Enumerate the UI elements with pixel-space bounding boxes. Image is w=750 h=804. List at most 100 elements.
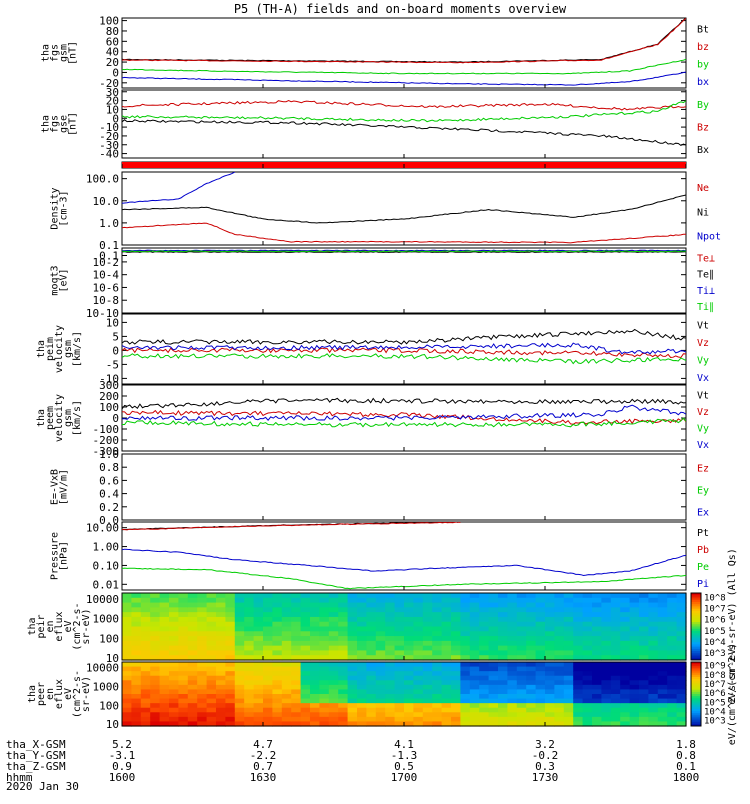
colorbar-step bbox=[691, 606, 701, 610]
heatmap-cell bbox=[441, 703, 452, 709]
heatmap-cell bbox=[422, 707, 433, 713]
heatmap-cell bbox=[573, 707, 584, 713]
heatmap-cell bbox=[469, 698, 480, 704]
heatmap-cell bbox=[319, 675, 330, 681]
heatmap-cell bbox=[375, 666, 386, 672]
x-axis-block: 2020 Jan 30 tha_X-GSM 5.2 4.7 4.1 3.2 1.8tha_… bbox=[6, 84, 699, 793]
heatmap-cell bbox=[206, 607, 217, 613]
heatmap-cell bbox=[451, 626, 461, 632]
heatmap-cell bbox=[507, 626, 518, 632]
heatmap-cell bbox=[310, 597, 320, 604]
heatmap-cell bbox=[535, 721, 546, 727]
heatmap-cell bbox=[620, 640, 631, 647]
heatmap-cell bbox=[413, 636, 424, 642]
heatmap-cell bbox=[281, 712, 292, 718]
heatmap-cell bbox=[319, 712, 330, 718]
colorbar-step bbox=[691, 642, 701, 645]
heatmap-cell bbox=[667, 616, 678, 623]
heatmap-cell bbox=[178, 684, 189, 691]
y-axis-label: tha bbox=[41, 44, 52, 62]
heatmap-cell bbox=[375, 650, 386, 656]
heatmap-cell bbox=[592, 712, 602, 718]
heatmap-cell bbox=[441, 597, 452, 604]
heatmap-cell bbox=[206, 636, 217, 642]
heatmap-cell bbox=[394, 721, 405, 727]
heatmap-cell bbox=[620, 721, 631, 727]
heatmap-cell bbox=[225, 650, 236, 656]
heatmap-cell bbox=[197, 698, 208, 704]
heatmap-cell bbox=[554, 712, 565, 718]
heatmap-cell bbox=[206, 694, 217, 700]
heatmap-cell bbox=[385, 597, 396, 604]
heatmap-cell bbox=[639, 666, 649, 672]
heatmap-cell bbox=[516, 650, 527, 656]
heatmap-cell bbox=[244, 675, 255, 681]
colorbar: 10^910^810^710^610^510^410^3 eV/(cm^2-s-s… bbox=[690, 643, 738, 745]
heatmap-cell bbox=[244, 680, 255, 686]
heatmap-cell bbox=[657, 626, 668, 632]
heatmap-cell bbox=[206, 597, 217, 604]
heatmap-cell bbox=[234, 631, 245, 637]
heatmap-cell bbox=[394, 707, 405, 713]
heatmap-cell bbox=[469, 707, 480, 713]
heatmap-cell bbox=[319, 602, 330, 608]
heatmap-cell bbox=[159, 650, 170, 656]
heatmap-cell bbox=[291, 712, 302, 718]
heatmap-cell bbox=[150, 694, 161, 700]
heatmap-cell bbox=[347, 684, 358, 691]
heatmap-cell bbox=[253, 597, 264, 604]
heatmap-cell bbox=[178, 666, 189, 672]
colorbar-frame bbox=[690, 661, 702, 727]
heatmap-cell bbox=[629, 684, 640, 691]
heatmap-cell bbox=[131, 703, 142, 709]
heatmap-cell bbox=[629, 675, 640, 681]
heatmap-cell bbox=[554, 636, 565, 642]
heatmap-cell bbox=[178, 680, 189, 686]
heatmap-cell bbox=[178, 698, 189, 704]
heatmap-cell bbox=[535, 666, 546, 672]
colorbar-step bbox=[691, 655, 701, 659]
heatmap-cell bbox=[131, 626, 142, 632]
heatmap-cell bbox=[460, 650, 471, 656]
heatmap-cell bbox=[676, 680, 687, 686]
heatmap-cell bbox=[563, 694, 574, 700]
heatmap-cell bbox=[592, 616, 602, 623]
heatmap-cell bbox=[601, 703, 612, 709]
heatmap-cell bbox=[291, 607, 302, 613]
heatmap-cell bbox=[347, 721, 358, 727]
heatmap-cell bbox=[347, 631, 358, 637]
heatmap-cell bbox=[291, 655, 302, 661]
heatmap-cell bbox=[150, 707, 161, 713]
y-axis-label: moqt3 bbox=[50, 265, 61, 295]
heatmap-cell bbox=[507, 645, 518, 652]
heatmap-cell bbox=[601, 716, 612, 723]
heatmap-cell bbox=[563, 712, 574, 718]
legend-entry: Ne bbox=[697, 183, 709, 194]
heatmap-cell bbox=[375, 662, 386, 668]
heatmap-cell bbox=[310, 626, 320, 632]
heatmap-cell bbox=[563, 707, 574, 713]
heatmap-cell bbox=[310, 707, 320, 713]
colorbar-step bbox=[691, 687, 701, 691]
y-tick-label: 10-10 bbox=[86, 307, 119, 320]
heatmap-cell bbox=[507, 650, 518, 656]
heatmap-cell bbox=[648, 716, 659, 723]
heatmap-cell bbox=[460, 662, 471, 668]
heatmap-cell bbox=[639, 640, 649, 647]
heatmap-cell bbox=[676, 694, 687, 700]
heatmap-cell bbox=[620, 607, 631, 613]
heatmap-cell bbox=[281, 655, 292, 661]
heatmap-cell bbox=[338, 698, 349, 704]
heatmap-cell bbox=[375, 612, 386, 618]
heatmap-cell bbox=[140, 671, 151, 677]
heatmap-cell bbox=[507, 707, 518, 713]
heatmap-cell bbox=[150, 640, 161, 647]
heatmap-cell bbox=[253, 712, 264, 718]
heatmap-cell bbox=[291, 650, 302, 656]
heatmap-cell bbox=[178, 636, 189, 642]
heatmap-cell bbox=[385, 612, 396, 618]
heatmap-cell bbox=[657, 716, 668, 723]
heatmap-cell bbox=[479, 707, 490, 713]
y-tick-label: 10 bbox=[106, 718, 119, 731]
colorbar-step bbox=[691, 717, 701, 721]
